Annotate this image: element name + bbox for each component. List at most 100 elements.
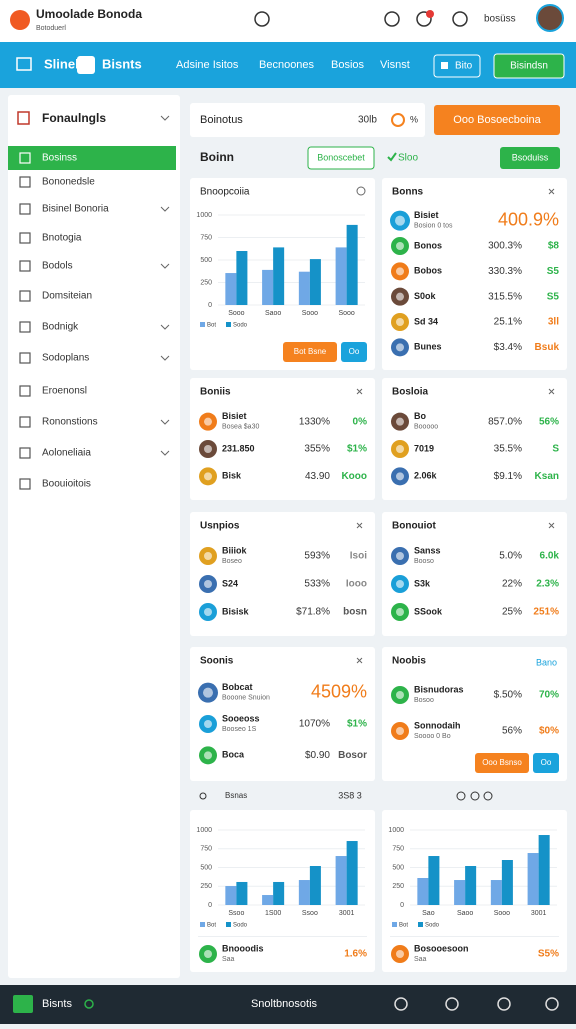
row-name: Bobcat — [222, 682, 253, 692]
outline-button[interactable] — [307, 146, 375, 170]
y-tick-label: 0 — [208, 302, 212, 309]
row-change: bosn — [343, 607, 367, 618]
row-name: Bosooesoon — [414, 943, 469, 953]
sidebar-item: Bisinel Bonoria — [42, 204, 109, 215]
legend-swatch — [226, 322, 231, 327]
sidebar-hit[interactable] — [8, 254, 176, 278]
legend-label: Sodo — [233, 323, 248, 329]
card-title: Noobis — [392, 656, 426, 667]
avatar-inner — [203, 687, 213, 698]
pager-dot — [483, 791, 493, 801]
chevron — [160, 206, 170, 212]
row-change: 2.3% — [536, 579, 559, 590]
card — [382, 178, 567, 370]
sidebar-item: Eroenonsl — [42, 386, 87, 397]
card-icon — [356, 657, 363, 664]
nav-home: Slinel — [44, 56, 79, 71]
card-title: Boniis — [200, 387, 231, 398]
nav-action[interactable] — [493, 53, 565, 79]
sidebar-hit[interactable] — [8, 472, 176, 496]
y-tick-label: 500 — [392, 864, 404, 871]
pager-info: 3S8 3 — [338, 790, 362, 800]
sidebar-item-icon — [19, 176, 31, 188]
chevron — [160, 355, 170, 361]
legend-swatch — [392, 922, 397, 927]
button[interactable] — [475, 753, 529, 773]
sidebar-hit[interactable] — [8, 346, 176, 370]
top-icon — [384, 11, 400, 27]
row-change: 1.6% — [344, 949, 367, 960]
row-change: Kooo — [341, 471, 367, 482]
headline-value: 4509% — [311, 681, 367, 701]
row-sub: Bosea $a30 — [222, 424, 259, 431]
toolbar-action-label: Ooo Bosoecboina — [453, 114, 541, 126]
x-tick-label: Ssoo — [302, 910, 318, 917]
x-tick-label: Sooo — [338, 310, 354, 317]
card-title: Usnpios — [200, 521, 240, 532]
row-change: S5 — [547, 266, 560, 277]
sidebar-title: Fonaulngls — [42, 111, 106, 125]
bar — [225, 886, 237, 905]
button-label: Oo — [541, 758, 552, 767]
nav-item: Bosios — [331, 59, 365, 71]
button[interactable] — [341, 342, 367, 362]
legend-label: Sodo — [425, 923, 440, 929]
chevron — [160, 263, 170, 269]
nav-item: Becnoones — [259, 59, 315, 71]
nav-item: Visnst — [380, 59, 410, 71]
row-change: Bosor — [338, 750, 367, 761]
bar — [262, 269, 274, 305]
pager-dot — [470, 791, 480, 801]
avatar-inner — [396, 343, 404, 352]
button[interactable] — [533, 753, 559, 773]
sidebar-active[interactable] — [8, 146, 176, 170]
sidebar-item-icon — [19, 416, 31, 428]
x-tick-label: Sooo — [494, 910, 510, 917]
row-change: 0% — [353, 416, 368, 427]
bottom-logo — [13, 995, 33, 1013]
legend-label: Bot — [207, 323, 216, 329]
avatar-inner — [396, 267, 404, 276]
y-tick-label: 500 — [200, 257, 212, 264]
row-name: 2.06k — [414, 471, 438, 481]
row-value: $9.1% — [494, 471, 522, 482]
pager-dot — [199, 792, 207, 800]
card-link: Bano — [536, 657, 557, 667]
sidebar-hit[interactable] — [8, 315, 176, 339]
y-tick-label: 750 — [200, 234, 212, 241]
sidebar-item: Aoloneliaia — [42, 448, 91, 459]
row-name: S3k — [414, 578, 431, 588]
search-card — [190, 103, 425, 137]
bar — [335, 247, 347, 305]
row-value: 56% — [502, 726, 522, 737]
sidebar-hit[interactable] — [8, 379, 176, 403]
logo — [10, 10, 30, 30]
bar — [428, 856, 440, 905]
row-value: 857.0% — [488, 416, 522, 427]
legend-swatch — [200, 322, 205, 327]
bar — [298, 271, 310, 305]
row-name: Sonnodaih — [414, 720, 461, 730]
card — [382, 647, 567, 781]
row-change: Isoi — [350, 551, 367, 562]
row-name: Bonos — [414, 240, 442, 250]
avatar-inner — [396, 691, 404, 699]
nav-button[interactable] — [433, 54, 481, 78]
brand-logo — [77, 56, 95, 74]
bottom-icon — [84, 999, 94, 1009]
sidebar-item: Bosinss — [42, 153, 77, 164]
avatar-inner — [396, 580, 404, 588]
subbar-action[interactable] — [500, 147, 560, 169]
bar — [501, 860, 513, 905]
sidebar-hit[interactable] — [8, 226, 176, 250]
toolbar-action[interactable] — [434, 105, 560, 135]
card-title: Bonouiot — [392, 521, 437, 532]
y-tick-label: 1000 — [196, 212, 212, 219]
row-value: 35.5% — [494, 444, 522, 455]
sidebar-hit[interactable] — [8, 441, 176, 465]
search-icon — [356, 186, 366, 196]
button[interactable] — [283, 342, 337, 362]
sidebar-item: Bodols — [42, 261, 73, 272]
top-icon — [254, 11, 270, 27]
